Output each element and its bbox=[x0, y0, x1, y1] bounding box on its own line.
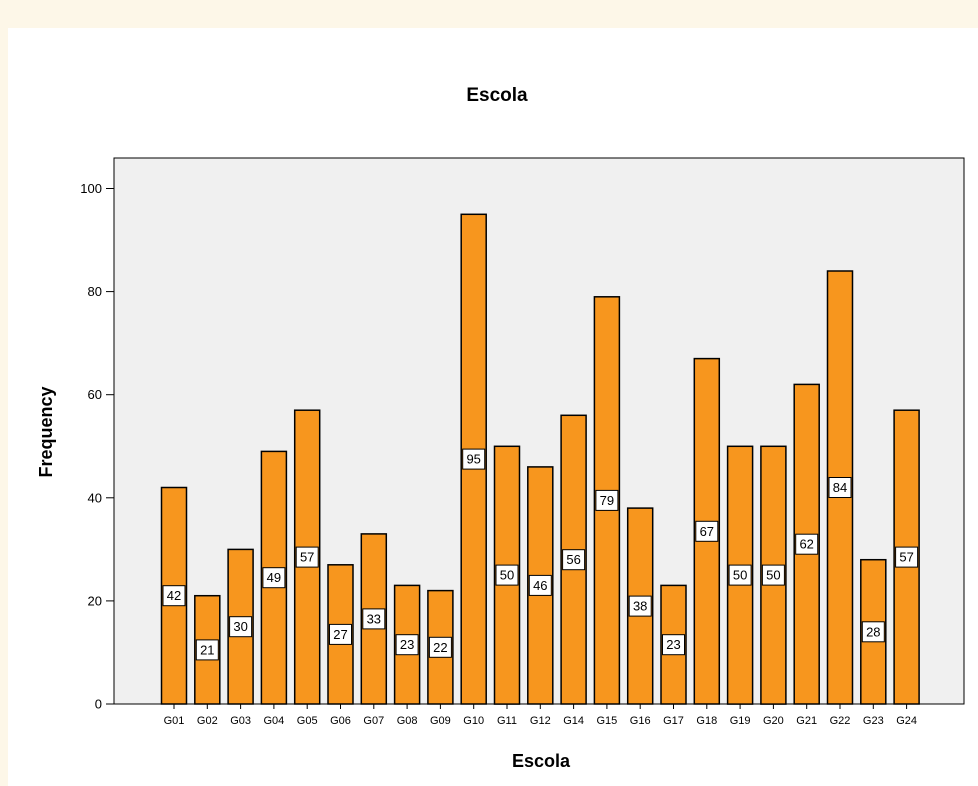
data-label-box bbox=[861, 621, 885, 643]
x-tick-label: G07 bbox=[363, 715, 384, 727]
data-label: 50 bbox=[733, 568, 747, 583]
y-tick-label: 80 bbox=[88, 284, 102, 299]
x-tick-label: G21 bbox=[796, 715, 817, 727]
data-label: 23 bbox=[666, 637, 680, 652]
x-tick-label: G12 bbox=[530, 715, 551, 727]
x-axis: G01 G02 G03 G04 G05 G06 G07 G08 G09 G10 G11 G12 G14 G… bbox=[164, 704, 917, 727]
data-label: 46 bbox=[533, 578, 547, 593]
bars-group: 42 21 30 49 57 27 33 23 22 95 50 46 56 79 38 23 67 50 50 62… bbox=[160, 213, 920, 705]
data-label-box bbox=[329, 623, 352, 645]
data-label: 33 bbox=[367, 611, 381, 626]
data-label: 67 bbox=[700, 524, 714, 539]
data-label-box bbox=[628, 595, 652, 617]
y-tick-label: 20 bbox=[88, 593, 102, 608]
data-label: 79 bbox=[600, 493, 614, 508]
data-label-box bbox=[895, 546, 919, 568]
x-tick-label: G24 bbox=[896, 715, 917, 727]
x-tick-label: G10 bbox=[463, 715, 484, 727]
data-label: 22 bbox=[433, 640, 447, 655]
data-label: 38 bbox=[633, 599, 647, 614]
x-tick-label: G02 bbox=[197, 715, 218, 727]
x-tick-label: G23 bbox=[863, 715, 884, 727]
x-tick-label: G01 bbox=[164, 715, 185, 727]
data-label: 50 bbox=[500, 568, 514, 583]
x-tick-label: G14 bbox=[563, 715, 584, 727]
x-tick-label: G06 bbox=[330, 715, 351, 727]
data-label-box bbox=[662, 634, 685, 656]
data-label: 57 bbox=[899, 550, 913, 565]
data-label: 49 bbox=[267, 570, 281, 585]
data-label-box bbox=[728, 564, 752, 586]
data-label: 84 bbox=[833, 480, 847, 495]
data-label: 95 bbox=[466, 452, 480, 467]
chart-title: Escola bbox=[466, 85, 528, 106]
data-label: 42 bbox=[167, 588, 181, 603]
data-label-box bbox=[528, 574, 552, 596]
data-label-box bbox=[828, 477, 852, 498]
y-axis: 0 20 40 60 80 100 bbox=[80, 181, 114, 712]
x-tick-label: G22 bbox=[830, 715, 851, 727]
x-tick-label: G16 bbox=[630, 715, 651, 727]
data-label-box bbox=[162, 585, 186, 607]
y-tick-label: 40 bbox=[88, 490, 102, 505]
data-label-box bbox=[195, 639, 219, 661]
x-tick-label: G18 bbox=[696, 715, 717, 727]
x-axis-label: Escola bbox=[512, 751, 571, 771]
x-tick-label: G20 bbox=[763, 715, 784, 727]
x-tick-label: G19 bbox=[730, 715, 751, 727]
data-label-box bbox=[229, 616, 253, 638]
x-tick-label: G03 bbox=[230, 715, 251, 727]
data-label: 56 bbox=[566, 552, 580, 567]
data-label: 62 bbox=[799, 537, 813, 552]
x-tick-label: G04 bbox=[264, 715, 285, 727]
data-label-box bbox=[495, 564, 519, 586]
data-label-box bbox=[295, 546, 319, 568]
data-label-box bbox=[428, 636, 452, 658]
data-label-box bbox=[395, 634, 419, 656]
x-tick-label: G11 bbox=[497, 715, 517, 727]
x-tick-label: G15 bbox=[597, 715, 618, 727]
data-label-box bbox=[595, 489, 619, 511]
data-label-box bbox=[795, 533, 819, 555]
y-tick-label: 0 bbox=[95, 697, 102, 712]
data-label: 50 bbox=[766, 568, 780, 583]
data-label: 27 bbox=[333, 627, 347, 642]
x-tick-label: G09 bbox=[430, 715, 451, 727]
data-label: 23 bbox=[400, 637, 414, 652]
x-tick-label: G05 bbox=[297, 715, 318, 727]
x-tick-label: G08 bbox=[397, 715, 418, 727]
x-tick-label: G17 bbox=[663, 715, 684, 727]
data-label-box bbox=[262, 567, 286, 589]
data-label-box bbox=[695, 520, 719, 542]
data-label: 28 bbox=[866, 624, 880, 639]
y-tick-label: 60 bbox=[88, 387, 102, 402]
data-label-box bbox=[462, 448, 486, 470]
data-label: 30 bbox=[233, 619, 247, 634]
y-axis-label: Frequency bbox=[36, 386, 56, 477]
data-label: 21 bbox=[200, 642, 214, 657]
data-label-box bbox=[761, 564, 785, 586]
data-label: 57 bbox=[300, 550, 314, 565]
data-label-box bbox=[562, 549, 586, 571]
y-tick-label: 100 bbox=[80, 181, 102, 196]
data-label-box bbox=[362, 608, 386, 630]
